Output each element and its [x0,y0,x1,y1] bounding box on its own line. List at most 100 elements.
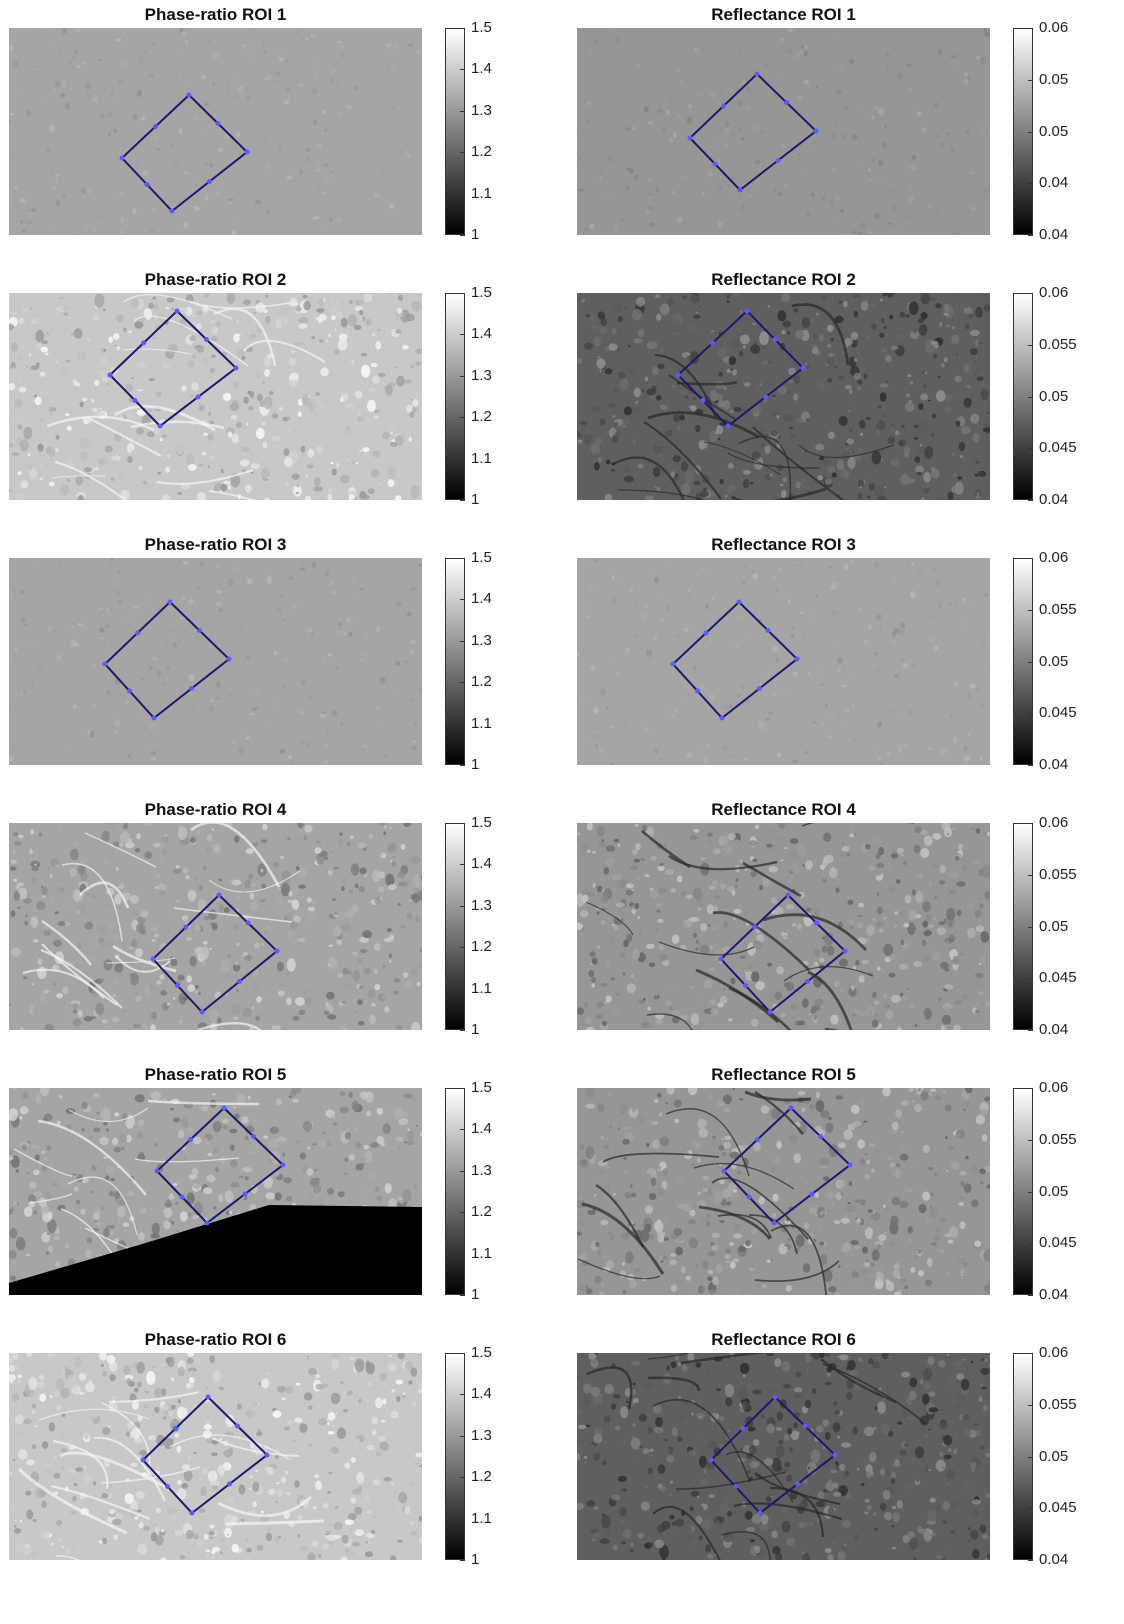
colorbar-tick-label: 1.2 [471,1203,492,1221]
colorbar-tick-label: 1.5 [471,549,492,566]
panel-title: Reflectance ROI 1 [711,5,856,24]
colorbar-tick-mark [1028,1191,1033,1193]
colorbar-tick-mark [460,947,465,949]
colorbar-tick-label: 1.3 [471,1426,492,1444]
colorbar-tick-mark [460,1088,465,1089]
colorbar-tick-mark [460,1253,465,1255]
colorbar-tick-label: 0.055 [1039,865,1077,883]
panel-title: Phase-ratio ROI 2 [144,270,287,289]
roi-vertex-marker [207,179,212,184]
colorbar-tick-mark [460,864,465,866]
panel-phase-ratio-roi-5: Phase-ratio ROI 5 [9,1064,422,1295]
colorbar-tick-label: 1.3 [471,631,492,649]
roi-vertex-marker [264,1452,270,1458]
colorbar-tick-label: 1 [471,226,480,243]
roi-vertex-marker [767,1009,773,1015]
roi-vertex-marker [708,1457,714,1463]
roi-image [9,558,422,765]
panel-reflectance-roi-6: Reflectance ROI 6 [577,1329,990,1560]
colorbar-tick-label: 1.5 [471,1344,492,1361]
colorbar-tick-label: 0.045 [1039,439,1077,457]
roi-vertex-marker [785,892,791,898]
colorbar-tick-mark [460,1435,465,1437]
colorbar-tick-label: 1.1 [471,449,492,467]
colorbar-tick-mark [460,1518,465,1520]
roi-vertex-marker [195,394,201,400]
roi-vertex-marker [280,1162,286,1168]
colorbar-tick-label: 1 [471,1286,480,1303]
roi-vertex-marker [127,688,132,694]
phase-ratio-colorbar [445,558,465,765]
panel-phase-ratio-roi-3: Phase-ratio ROI 3 [9,534,422,765]
colorbar-tick-mark [1028,344,1033,346]
colorbar-tick-mark [1028,1353,1033,1354]
colorbar-tick-mark [1028,79,1033,81]
roi-vertex-marker [795,1481,800,1487]
roi-image [577,28,990,235]
colorbar-tick-mark [460,823,465,824]
colorbar-tick-label: 1.1 [471,1509,492,1527]
panel-title: Phase-ratio ROI 6 [144,1330,287,1349]
roi-image [577,558,990,765]
colorbar-tick-label: 0.04 [1039,1286,1069,1303]
roi-vertex-marker [174,308,180,314]
colorbar-tick-label: 1.1 [471,714,492,732]
roi-vertex-marker [205,1394,211,1400]
colorbar-tick-mark [1028,661,1033,663]
panel-reflectance-roi-4: Reflectance ROI 4 [577,799,990,1030]
colorbar-tick-mark [460,599,465,601]
roi-vertex-marker [107,372,113,378]
colorbar-tick-mark [460,905,465,907]
colorbar-tick-label: 1.2 [471,143,492,161]
roi-vertex-marker [772,337,778,342]
colorbar-tick-label: 1.1 [471,1244,492,1262]
panel-phase-ratio-roi-4: Phase-ratio ROI 4 [9,799,422,1030]
colorbar-tick-label: 1 [471,491,480,508]
colorbar-tick-label: 0.05 [1039,652,1069,670]
colorbar-tick-mark [1028,448,1033,450]
colorbar-tick-label: 1.4 [471,1385,492,1403]
roi-image [577,293,990,500]
roi-vertex-marker [800,365,806,371]
roi-vertex-marker [215,121,221,126]
colorbar-tick-label: 1.3 [471,1161,492,1179]
roi-vertex-marker [188,1137,193,1142]
colorbar-tick-mark [460,723,465,725]
roi-vertex-marker [221,1105,227,1111]
roi-vertex-marker [151,715,157,721]
colorbar-tick-mark [460,28,465,29]
roi-vertex-marker [725,423,731,429]
roi-vertex-marker [165,1484,170,1489]
colorbar-tick-label: 1.4 [471,1120,492,1138]
roi-vertex-marker [814,920,819,926]
roi-vertex-marker [670,661,676,667]
colorbar-tick-mark [460,110,465,112]
roi-vertex-marker [102,661,108,667]
phase-ratio-colorbar [445,28,465,235]
colorbar-tick-label: 0.06 [1039,814,1069,831]
roi-vertex-marker [718,956,724,962]
colorbar-tick-mark [460,152,465,154]
colorbar-tick-mark [460,193,465,195]
roi-image [9,823,422,1030]
colorbar-tick-label: 1.5 [471,19,492,36]
panel-reflectance-roi-1: Reflectance ROI 1 [577,4,990,235]
colorbar-tick-label: 1.5 [471,814,492,831]
colorbar-tick-mark [1028,1243,1033,1245]
colorbar-tick-mark [1028,1456,1033,1458]
panel-reflectance-roi-5: Reflectance ROI 5 [577,1064,990,1295]
panel-title: Phase-ratio ROI 3 [144,535,287,554]
colorbar-tick-label: 0.06 [1039,19,1069,36]
colorbar-tick-mark [460,458,465,460]
panel-title: Phase-ratio ROI 4 [144,800,287,819]
roi-vertex-marker [226,656,232,662]
colorbar-tick-label: 0.04 [1039,226,1069,243]
roi-vertex-marker [175,983,180,988]
roi-vertex-marker [183,924,189,930]
phase-ratio-colorbar [445,293,465,500]
roi-vertex-marker [719,715,725,721]
colorbar-tick-label: 0.04 [1039,1551,1069,1568]
colorbar-tick-label: 0.055 [1039,1130,1077,1148]
colorbar-tick-label: 0.04 [1039,174,1069,192]
colorbar-tick-mark [1028,235,1033,236]
